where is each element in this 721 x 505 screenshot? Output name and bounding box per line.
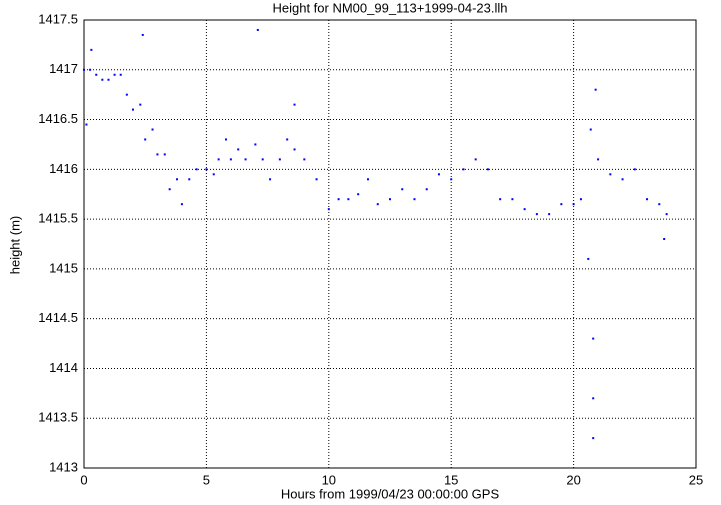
y-tick-label: 1414.5 <box>38 310 78 325</box>
point <box>163 153 166 156</box>
point <box>621 178 624 181</box>
y-tick-label: 1415 <box>49 260 78 275</box>
point <box>101 78 104 81</box>
y-tick-label: 1417 <box>49 61 78 76</box>
point <box>366 178 369 181</box>
point <box>286 138 289 141</box>
point <box>450 178 453 181</box>
x-tick-label: 15 <box>444 472 458 487</box>
point <box>107 78 110 81</box>
point <box>144 138 147 141</box>
point <box>594 88 597 91</box>
point <box>337 198 340 201</box>
point <box>217 158 220 161</box>
point <box>535 213 538 216</box>
point <box>156 153 159 156</box>
point <box>592 397 595 400</box>
x-tick-label: 0 <box>80 472 87 487</box>
point <box>141 33 144 36</box>
point <box>609 173 612 176</box>
point <box>462 168 465 171</box>
point <box>237 148 240 151</box>
point <box>587 257 590 260</box>
y-tick-label: 1415.5 <box>38 211 78 226</box>
point <box>499 198 502 201</box>
point <box>389 198 391 201</box>
point <box>633 168 636 171</box>
point <box>401 188 404 191</box>
point <box>293 103 296 106</box>
y-tick-label: 1417.5 <box>38 11 78 26</box>
point <box>131 108 134 111</box>
point <box>548 213 551 216</box>
y-tick-label: 1413 <box>49 459 78 474</box>
y-axis-label: height (m) <box>7 216 22 275</box>
point <box>176 178 179 181</box>
point <box>327 208 330 211</box>
point <box>347 198 350 201</box>
point <box>113 73 116 76</box>
point <box>261 158 264 161</box>
point <box>293 148 296 151</box>
plot-frame <box>83 19 697 469</box>
point <box>315 178 318 181</box>
point <box>254 143 257 146</box>
point <box>663 238 666 241</box>
point <box>85 123 88 126</box>
point <box>357 193 360 196</box>
point <box>511 198 514 201</box>
point <box>224 138 227 141</box>
point <box>244 158 247 161</box>
x-tick-label: 5 <box>203 472 210 487</box>
x-axis-label: Hours from 1999/04/23 00:00:00 GPS <box>281 486 500 501</box>
point <box>474 158 477 161</box>
point <box>646 198 649 201</box>
point <box>425 188 428 191</box>
point <box>151 128 154 131</box>
point <box>413 198 416 201</box>
point <box>205 168 208 171</box>
point <box>168 188 171 191</box>
x-tick-label: 10 <box>322 472 336 487</box>
point <box>212 173 215 176</box>
point <box>89 68 92 71</box>
point <box>665 213 668 216</box>
point <box>597 158 600 161</box>
point <box>523 208 526 211</box>
y-tick-label: 1416 <box>49 161 78 176</box>
point <box>139 103 142 106</box>
point <box>188 178 191 181</box>
y-tick-label: 1413.5 <box>38 410 78 425</box>
point <box>256 28 259 31</box>
x-tick-label: 25 <box>689 472 703 487</box>
point <box>83 68 85 71</box>
point <box>592 337 595 340</box>
point <box>376 203 379 206</box>
point <box>572 203 575 206</box>
point <box>486 168 489 171</box>
y-tick-label: 1414 <box>49 360 78 375</box>
point <box>437 173 440 176</box>
point <box>125 93 128 96</box>
point <box>195 168 198 171</box>
point <box>180 203 183 206</box>
point <box>119 73 122 76</box>
chart-title: Height for NM00_99_113+1999-04-23.llh <box>272 0 507 15</box>
point <box>592 437 595 440</box>
x-tick-label: 20 <box>566 472 580 487</box>
point <box>229 158 232 161</box>
point <box>90 48 93 51</box>
point <box>589 128 592 131</box>
point <box>95 73 98 76</box>
point <box>560 203 563 206</box>
point <box>579 198 582 201</box>
point <box>278 158 281 161</box>
point <box>303 158 306 161</box>
point <box>269 178 272 181</box>
point <box>658 203 661 206</box>
y-tick-label: 1416.5 <box>38 111 78 126</box>
